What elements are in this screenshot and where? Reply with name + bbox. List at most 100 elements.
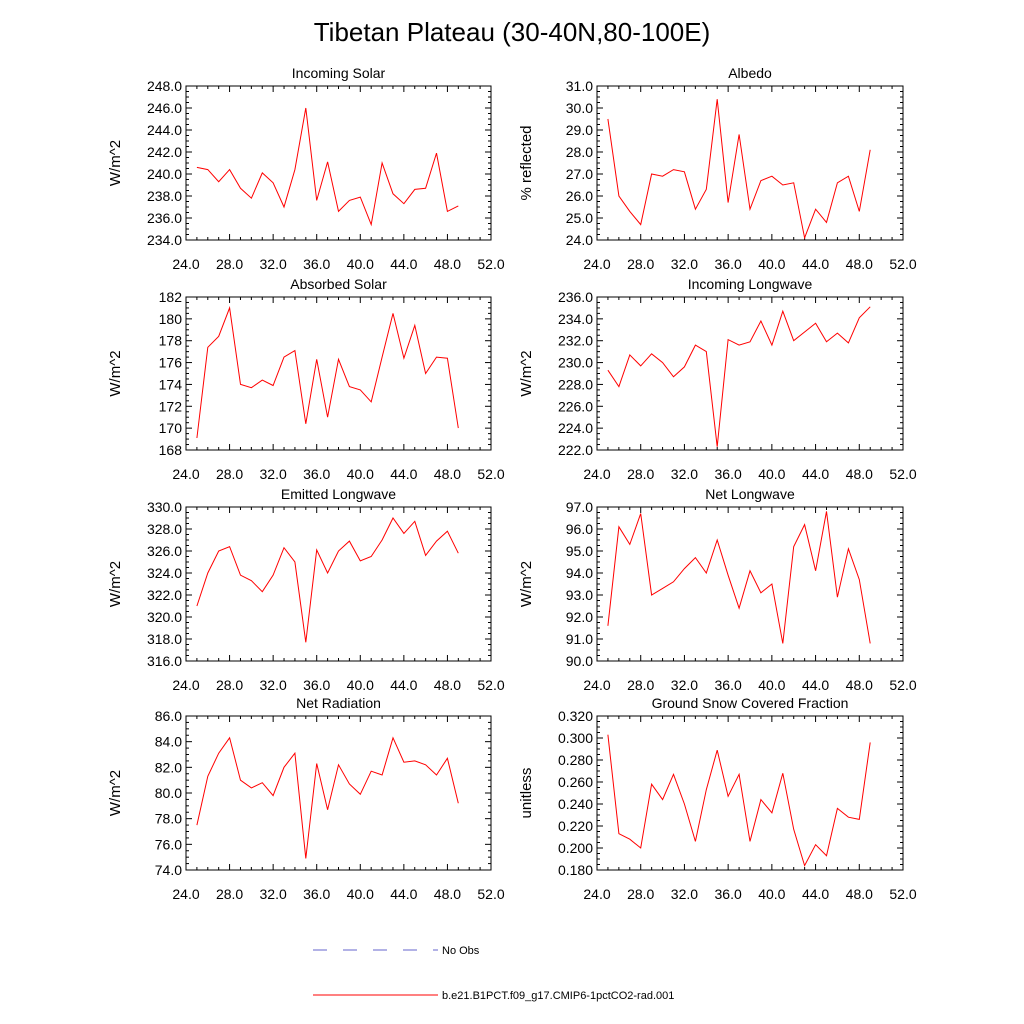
y-tick-label: 92.0 xyxy=(566,609,593,625)
x-tick-label: 44.0 xyxy=(390,677,417,693)
x-tick-label: 32.0 xyxy=(671,886,698,902)
y-tick-label: 226.0 xyxy=(558,398,593,414)
x-tick-label: 52.0 xyxy=(477,256,504,272)
panel-title: Ground Snow Covered Fraction xyxy=(652,695,849,711)
x-tick-label: 28.0 xyxy=(216,466,243,482)
x-tick-label: 36.0 xyxy=(303,256,330,272)
panels-group: 234.0 236.0 238.0 240.0 242.0 244.0 246.0 248.0… xyxy=(107,65,917,902)
y-tick-label: 31.0 xyxy=(566,78,593,94)
x-tick-label: 32.0 xyxy=(671,677,698,693)
y-tick-label: 93.0 xyxy=(566,587,593,603)
x-tick-label: 48.0 xyxy=(434,677,461,693)
x-tick-label: 40.0 xyxy=(347,886,374,902)
x-tick-label: 28.0 xyxy=(627,466,654,482)
y-tick-label: 330.0 xyxy=(147,499,182,515)
x-tick-label: 28.0 xyxy=(216,256,243,272)
y-tick-label: 84.0 xyxy=(155,734,182,750)
y-axis-label: % reflected xyxy=(518,125,535,200)
y-tick-label: 91.0 xyxy=(566,631,593,647)
x-tick-label: 44.0 xyxy=(802,677,829,693)
series-line xyxy=(607,511,871,644)
x-tick-label: 48.0 xyxy=(846,677,873,693)
x-tick-label: 32.0 xyxy=(260,886,287,902)
y-tick-label: 28.0 xyxy=(566,144,593,160)
plot-frame xyxy=(185,715,492,871)
x-tick-label: 52.0 xyxy=(889,256,916,272)
x-tick-label: 40.0 xyxy=(347,466,374,482)
series-line xyxy=(196,517,459,643)
x-tick-label: 36.0 xyxy=(715,677,742,693)
y-tick-label: 232.0 xyxy=(558,333,593,349)
x-tick-label: 36.0 xyxy=(303,466,330,482)
x-tick-label: 44.0 xyxy=(802,256,829,272)
x-tick-label: 36.0 xyxy=(303,677,330,693)
y-tick-label: 236.0 xyxy=(147,210,182,226)
x-tick-label: 36.0 xyxy=(715,886,742,902)
y-tick-label: 0.300 xyxy=(558,730,593,746)
x-tick-label: 52.0 xyxy=(889,886,916,902)
plot-frame xyxy=(596,715,904,871)
x-tick-label: 32.0 xyxy=(260,466,287,482)
y-tick-label: 25.0 xyxy=(566,210,593,226)
x-tick-label: 24.0 xyxy=(583,466,610,482)
y-tick-label: 324.0 xyxy=(147,565,182,581)
y-tick-label: 236.0 xyxy=(558,289,593,305)
y-axis-label: W/m^2 xyxy=(107,561,124,607)
y-tick-label: 230.0 xyxy=(558,355,593,371)
y-tick-label: 26.0 xyxy=(566,188,593,204)
y-tick-label: 224.0 xyxy=(558,420,593,436)
x-tick-label: 24.0 xyxy=(172,466,199,482)
y-tick-label: 168 xyxy=(159,442,183,458)
x-tick-label: 24.0 xyxy=(172,677,199,693)
y-tick-label: 74.0 xyxy=(155,862,182,878)
x-tick-label: 24.0 xyxy=(172,886,199,902)
y-tick-label: 0.320 xyxy=(558,708,593,724)
x-tick-label: 36.0 xyxy=(715,466,742,482)
x-tick-label: 48.0 xyxy=(434,886,461,902)
panel-title: Incoming Longwave xyxy=(688,276,813,292)
plot-frame xyxy=(596,85,904,241)
panel-title: Net Radiation xyxy=(296,695,381,711)
series-line xyxy=(607,306,871,447)
x-tick-label: 52.0 xyxy=(477,886,504,902)
y-tick-label: 80.0 xyxy=(155,785,182,801)
plot-frame xyxy=(185,85,492,241)
x-tick-label: 44.0 xyxy=(390,886,417,902)
y-tick-label: 222.0 xyxy=(558,442,593,458)
series-line xyxy=(196,736,459,859)
y-tick-label: 86.0 xyxy=(155,708,182,724)
x-tick-label: 28.0 xyxy=(627,256,654,272)
x-tick-label: 28.0 xyxy=(627,677,654,693)
y-tick-label: 238.0 xyxy=(147,188,182,204)
series-line xyxy=(607,734,871,867)
x-tick-label: 40.0 xyxy=(758,886,785,902)
x-tick-label: 32.0 xyxy=(260,256,287,272)
x-tick-label: 40.0 xyxy=(347,256,374,272)
y-axis-label: unitless xyxy=(518,768,535,819)
x-tick-label: 28.0 xyxy=(216,677,243,693)
y-tick-label: 0.280 xyxy=(558,752,593,768)
y-tick-label: 244.0 xyxy=(147,122,182,138)
y-tick-label: 94.0 xyxy=(566,565,593,581)
x-tick-label: 48.0 xyxy=(434,256,461,272)
x-tick-label: 32.0 xyxy=(671,256,698,272)
legend: No Obs b.e21.B1PCT.f09_g17.CMIP6-1pctCO2… xyxy=(313,945,674,1002)
y-tick-label: 248.0 xyxy=(147,78,182,94)
legend-model-label: b.e21.B1PCT.f09_g17.CMIP6-1pctCO2-rad.00… xyxy=(442,990,674,1002)
x-tick-label: 44.0 xyxy=(390,466,417,482)
y-tick-label: 170 xyxy=(159,420,183,436)
y-tick-label: 180 xyxy=(159,311,183,327)
x-tick-label: 48.0 xyxy=(846,256,873,272)
y-tick-label: 0.260 xyxy=(558,774,593,790)
series-line xyxy=(607,99,871,240)
y-tick-label: 30.0 xyxy=(566,100,593,116)
y-tick-label: 97.0 xyxy=(566,499,593,515)
y-tick-label: 0.240 xyxy=(558,796,593,812)
y-tick-label: 24.0 xyxy=(566,232,593,248)
y-axis-label: W/m^2 xyxy=(107,770,124,816)
x-tick-label: 24.0 xyxy=(583,677,610,693)
y-tick-label: 95.0 xyxy=(566,543,593,559)
panel-8: 0.180 0.200 0.220 0.240 0.260 0.280 0.300 0.320… xyxy=(518,695,917,902)
x-tick-label: 40.0 xyxy=(347,677,374,693)
